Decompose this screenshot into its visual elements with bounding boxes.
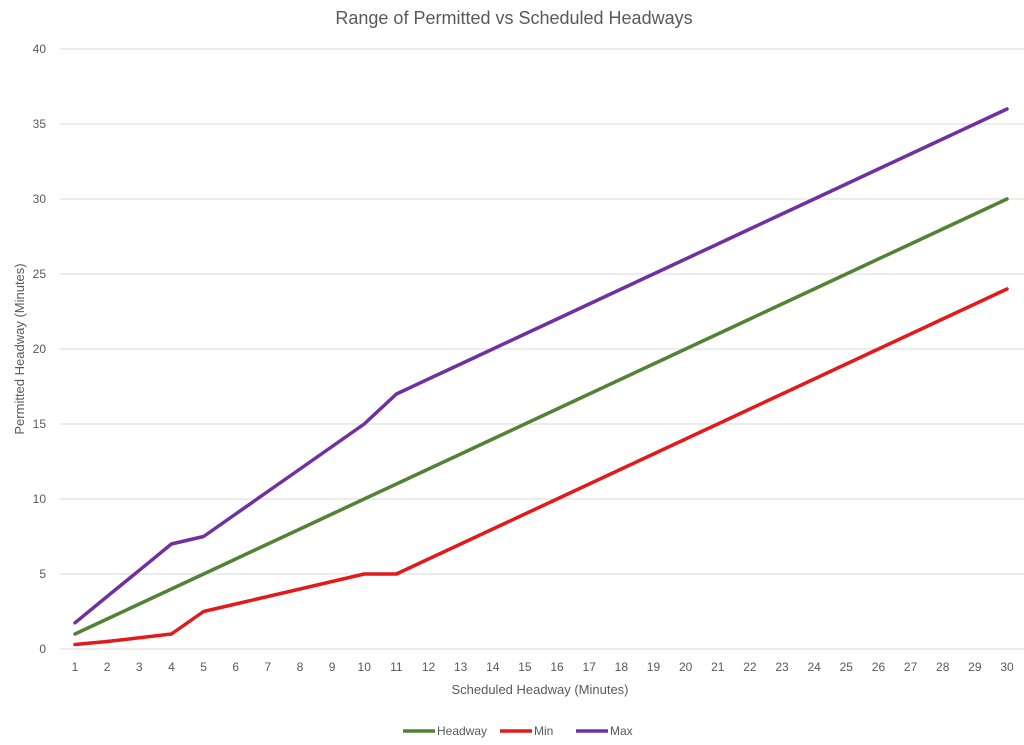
x-tick-label: 18 [615,660,629,674]
y-tick-label: 40 [33,42,47,56]
x-tick-label: 8 [297,660,304,674]
series-line-headway [73,197,1009,636]
x-tick-label: 20 [679,660,693,674]
legend-label: Max [610,724,633,738]
gridlines [60,48,1024,650]
x-axis-title: Scheduled Headway (Minutes) [451,682,628,697]
x-tick-label: 15 [518,660,532,674]
x-tick-label: 4 [168,660,175,674]
x-tick-label: 24 [807,660,821,674]
chart-title: Range of Permitted vs Scheduled Headways [335,8,692,28]
x-tick-label: 17 [583,660,597,674]
x-tick-label: 27 [904,660,918,674]
x-tick-label: 12 [422,660,436,674]
x-tick-label: 23 [775,660,789,674]
legend-label: Headway [437,724,487,738]
y-axis-ticks: 0 5 10 15 20 25 30 35 40 [33,42,47,656]
y-tick-label: 35 [33,117,47,131]
x-tick-label: 11 [390,660,403,674]
x-tick-label: 26 [872,660,886,674]
x-tick-label: 6 [232,660,239,674]
y-tick-label: 5 [39,567,46,581]
x-tick-label: 3 [136,660,143,674]
x-tick-label: 9 [329,660,336,674]
x-tick-label: 28 [936,660,950,674]
x-tick-label: 25 [840,660,854,674]
legend-item-max: Max [576,724,633,738]
y-tick-label: 10 [33,492,47,506]
x-tick-label: 5 [200,660,207,674]
x-tick-label: 2 [104,660,111,674]
x-axis-ticks: 1 2 3 4 5 6 7 8 9 10 11 12 13 14 15 16 17 18 19 20 21 22 23 24 2… [72,660,1014,674]
legend: Headway Min Max [403,724,633,738]
y-tick-label: 25 [33,267,47,281]
series-line-max [73,107,1009,625]
x-tick-label: 7 [264,660,271,674]
x-tick-label: 21 [711,660,725,674]
legend-label: Min [534,724,553,738]
x-tick-label: 22 [743,660,757,674]
y-tick-label: 30 [33,192,47,206]
series-line-min [73,287,1009,647]
series-lines [73,107,1009,647]
x-tick-label: 14 [486,660,500,674]
y-tick-label: 0 [39,642,46,656]
legend-item-headway: Headway [403,724,487,738]
y-tick-label: 20 [33,342,47,356]
x-tick-label: 29 [968,660,982,674]
x-tick-label: 16 [550,660,564,674]
x-tick-label: 30 [1000,660,1014,674]
x-tick-label: 13 [454,660,468,674]
x-tick-label: 19 [647,660,661,674]
y-tick-label: 15 [33,417,47,431]
x-tick-label: 1 [72,660,79,674]
x-tick-label: 10 [358,660,372,674]
y-axis-title: Permitted Headway (Minutes) [12,263,27,434]
legend-item-min: Min [500,724,553,738]
